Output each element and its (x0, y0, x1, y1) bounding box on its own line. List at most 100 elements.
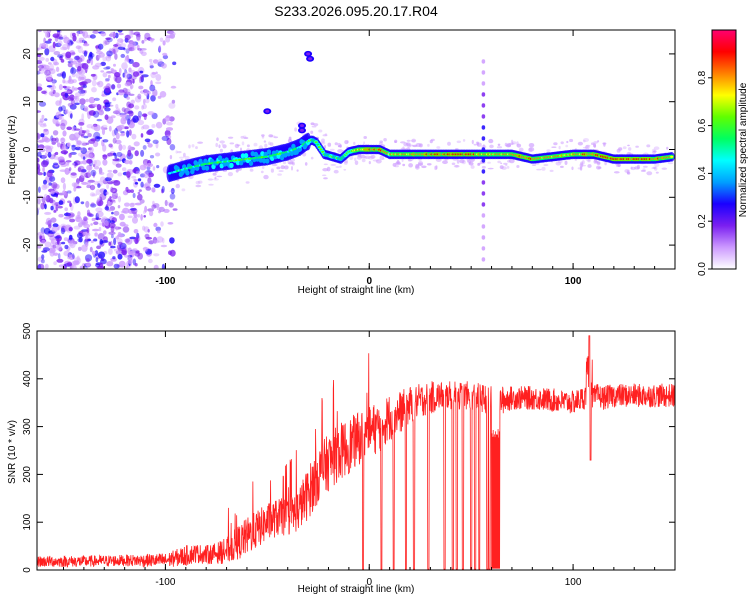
heatmap-cell (162, 237, 165, 244)
heatmap-cell (79, 126, 83, 134)
heatmap-cell (128, 67, 132, 73)
heatmap-cell (45, 221, 49, 225)
heatmap-cell (146, 130, 153, 136)
heatmap-cell (102, 139, 109, 143)
heatmap-cell (130, 208, 137, 211)
heatmap-cell (496, 146, 503, 149)
heatmap-cell (60, 46, 68, 51)
heatmap-cell (97, 251, 106, 259)
y-tick-label: 10 (22, 96, 33, 108)
heatmap-cell (654, 166, 658, 171)
heatmap-cell (73, 96, 78, 100)
heatmap-cell (195, 180, 201, 185)
heatmap-cell (157, 95, 162, 99)
heatmap-cell (99, 176, 106, 182)
heatmap-cell (169, 155, 173, 160)
heatmap-cell (81, 142, 88, 146)
heatmap-cell (208, 183, 214, 186)
heatmap-cell (268, 134, 274, 138)
heatmap-cell (357, 153, 362, 158)
heatmap-cell (79, 147, 84, 152)
spectrogram-xlabel: Height of straight line (km) (298, 285, 415, 296)
heatmap-cell (549, 169, 554, 172)
heatmap-cell (287, 138, 292, 143)
heatmap-cell (128, 103, 135, 109)
heatmap-cell (46, 76, 51, 80)
y-tick-label: 20 (22, 48, 33, 60)
heatmap-cell (96, 210, 104, 218)
heatmap-cell (134, 182, 139, 185)
heatmap-cell (86, 232, 91, 237)
heatmap-cell (557, 160, 563, 164)
heatmap-cell (134, 105, 140, 110)
heatmap-cell (246, 144, 250, 148)
heatmap-cell (78, 89, 86, 94)
figure-title: S233.2026.095.20.17.R04 (274, 3, 438, 19)
heatmap-cell (245, 181, 250, 184)
heatmap-cell (156, 165, 160, 169)
heatmap-cell (90, 240, 94, 244)
heatmap-cell (108, 143, 113, 148)
heatmap-cell (117, 172, 123, 177)
snr-series-line (37, 335, 675, 570)
heatmap-cell (152, 240, 160, 244)
heatmap-cell (52, 223, 59, 228)
heatmap-cell (101, 127, 106, 136)
heatmap-cell (164, 116, 171, 122)
heatmap-cell (375, 159, 382, 164)
heatmap-cell (481, 257, 486, 262)
heatmap-cell (102, 39, 108, 46)
heatmap-cell (55, 111, 62, 119)
heatmap-cell (136, 33, 141, 41)
heatmap-cell (95, 45, 99, 49)
heatmap-cell (63, 216, 71, 220)
heatmap-cell (116, 152, 123, 157)
heatmap-cell (565, 144, 569, 148)
heatmap-cell (101, 240, 109, 244)
heatmap-cell (481, 224, 486, 229)
heatmap-cell (580, 164, 586, 167)
heatmap-cell (476, 142, 482, 147)
heatmap-cell (55, 204, 59, 212)
heatmap-cell (122, 72, 126, 78)
heatmap-cell (44, 203, 47, 210)
heatmap-cell (87, 238, 91, 242)
heatmap-cell (139, 199, 145, 204)
spectrogram-ylabel: Frequency (Hz) (7, 116, 18, 185)
heatmap-cell (593, 141, 598, 144)
heatmap-cell (613, 171, 620, 174)
heatmap-cell (90, 203, 97, 208)
colorbar-bar (711, 29, 737, 270)
heatmap-cell (410, 139, 416, 142)
heatmap-cell (149, 155, 155, 159)
heatmap-cell (497, 160, 501, 164)
heatmap-cell (161, 185, 165, 193)
heatmap-cell (138, 189, 142, 192)
heatmap-cell (43, 193, 48, 200)
heatmap-cell (69, 202, 72, 208)
heatmap-cell (111, 129, 116, 137)
heatmap-cell (667, 162, 674, 165)
heatmap-cell (510, 143, 514, 146)
heatmap-cell (50, 240, 55, 248)
heatmap-cell (124, 69, 127, 74)
heatmap-cell (128, 47, 135, 52)
heatmap-cell (104, 206, 110, 211)
heatmap-cell (67, 43, 70, 50)
heatmap-cell (77, 65, 82, 72)
heatmap-cell (105, 191, 109, 195)
heatmap-cell (73, 225, 81, 230)
heatmap-cell (72, 253, 75, 260)
heatmap-cell (111, 84, 116, 90)
heatmap-cell (158, 210, 161, 214)
heatmap-cell (579, 166, 583, 171)
heatmap-cell (258, 157, 263, 163)
heatmap-cell (197, 180, 203, 184)
heatmap-cell (43, 179, 47, 185)
heatmap-cell (41, 254, 45, 260)
heatmap-cell (37, 263, 45, 269)
heatmap-cell (597, 161, 601, 165)
heatmap-cell (67, 102, 74, 107)
heatmap-cell (155, 121, 163, 129)
heatmap-cell (80, 168, 87, 173)
